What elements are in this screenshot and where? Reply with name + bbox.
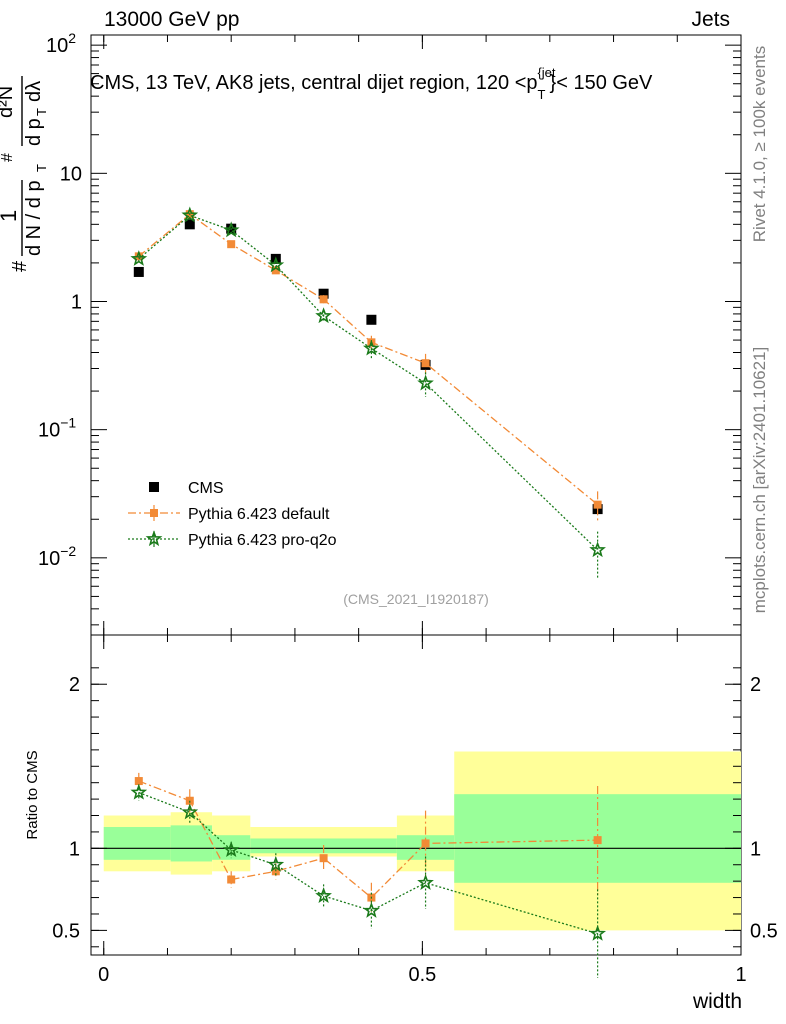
main-series-0 [133, 219, 603, 515]
ylabel-den-sub: T [34, 164, 49, 172]
xlabel: width [692, 990, 742, 1013]
main-point [589, 541, 606, 558]
main-ytick-label-1: 10−1 [38, 415, 76, 442]
analysis-id: (CMS_2021_I1920187) [343, 591, 489, 607]
ratio-point [181, 803, 199, 820]
ratio-point [421, 839, 430, 848]
ratio-point [589, 924, 607, 941]
main-point [271, 266, 280, 275]
ylabel-d2n: d²N [0, 86, 17, 118]
main-point [362, 339, 380, 356]
ratio-series-1 [130, 783, 607, 978]
ratio-point [267, 855, 285, 872]
main-point [267, 256, 285, 273]
ratio-point [319, 854, 328, 863]
title-prefix: CMS, 13 TeV, AK8 jets, central dijet reg… [90, 72, 538, 94]
main-ytick-label-0: 10−2 [38, 543, 76, 570]
main-ytick-label-2: 1 [71, 291, 82, 313]
title-suffix: }< 150 GeV [550, 72, 654, 94]
ratio-xtick-label-2: 1 [735, 964, 746, 986]
legend-label-1: Pythia 6.423 default [188, 506, 330, 523]
ylabel-dpt: d p [23, 118, 45, 146]
ratio-point [227, 875, 236, 884]
ratio-series-0 [134, 772, 602, 913]
ylabel-dlambda: dλ [23, 81, 45, 102]
main-point [318, 288, 329, 299]
ratio-series-line-0 [138, 780, 598, 899]
ratio-xtick-label-1: 0.5 [408, 964, 436, 986]
ratio-xtick-label-0: 0 [98, 964, 109, 986]
chart-title: CMS, 13 TeV, AK8 jets, central dijet reg… [90, 65, 653, 102]
legend-marker-1 [150, 509, 158, 517]
main-series-group [130, 206, 606, 578]
ratio-point [134, 777, 143, 786]
main-ytick-label-4: 102 [46, 30, 76, 57]
ratio-ytick-label-right-2: 2 [750, 674, 761, 696]
ratio-axis-ticks: 0.5 0.51 12 20 0.5 1 [52, 635, 778, 986]
ratio-band-inner-1 [170, 825, 213, 862]
energy-label: 13000 GeV pp [104, 8, 240, 31]
legend: CMS Pythia 6.423 default Pythia 6.423 pro-… [128, 480, 337, 549]
ratio-ytick-label-left-2: 2 [69, 674, 80, 696]
ratio-point [593, 836, 602, 845]
title-sup: {jet [537, 65, 555, 80]
main-point [184, 219, 195, 230]
main-series-2 [130, 206, 606, 578]
ratio-series-group [130, 772, 607, 978]
ylabel-dpt-sub: T [34, 108, 49, 116]
main-point [319, 295, 328, 304]
main-point [417, 374, 434, 391]
category-label: Jets [691, 8, 730, 31]
ratio-point [130, 783, 148, 800]
main-series-line-2 [138, 214, 599, 551]
main-point [315, 307, 332, 324]
main-ylabel: # 1 d N / d p T # d²N d p T dλ [0, 76, 49, 272]
main-point [222, 221, 240, 238]
legend-marker-0 [149, 482, 159, 492]
main-point [593, 500, 602, 509]
ylabel-den: d N / d p [23, 180, 45, 256]
main-point [181, 206, 199, 223]
main-series-1 [134, 210, 602, 523]
ylabel-one: 1 [0, 210, 21, 222]
ratio-point [222, 841, 240, 858]
main-point [227, 240, 236, 249]
ratio-point [362, 901, 380, 918]
ratio-ylabel: Ratio to CMS [24, 750, 41, 839]
title-sub: T [538, 87, 546, 102]
main-series-line-1 [138, 213, 599, 506]
legend-marker-2 [145, 530, 163, 547]
ratio-band-inner-0 [103, 827, 171, 860]
ylabel-hash-1: # [9, 260, 31, 272]
main-point [130, 250, 148, 266]
main-ytick-label-3: 10 [60, 163, 82, 185]
legend-label-2: Pythia 6.423 pro-q2o [188, 532, 337, 549]
main-point [133, 266, 144, 277]
ratio-ytick-label-right-0: 0.5 [750, 920, 778, 942]
legend-label-0: CMS [188, 480, 224, 497]
ratio-ytick-label-left-0: 0.5 [52, 920, 80, 942]
main-point [421, 359, 430, 368]
ratio-point [315, 887, 332, 904]
main-point [366, 314, 377, 325]
main-axis-ticks: 10−2 10−1 1 10 102 [38, 30, 742, 635]
ylabel-hash-2: # [0, 153, 16, 162]
ratio-ytick-label-right-1: 1 [750, 838, 761, 860]
ratio-ytick-label-left-1: 1 [69, 838, 80, 860]
ratio-point [271, 867, 280, 876]
ratio-point [417, 874, 434, 890]
